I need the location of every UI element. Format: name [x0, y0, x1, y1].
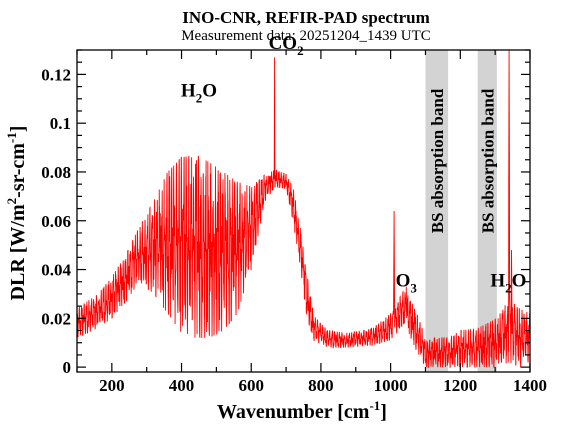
x-axis-label: Wavenumber [cm-1] [217, 398, 387, 423]
y-tick-label: 0.08 [41, 163, 71, 182]
band-label-1: BS absorption band [428, 88, 447, 233]
annotation-h2o-4: H2O [490, 271, 526, 296]
y-tick-label: 0.1 [50, 114, 71, 133]
x-tick-label: 1200 [443, 376, 477, 395]
band-label-2: BS absorption band [478, 88, 497, 233]
annotation-co2-2: CO2 [269, 33, 304, 58]
y-ticks: 0 0.02 0.04 0.06 0.08 0.1 0.12 [41, 49, 530, 377]
y-axis-label: DLR [W/m2-sr-cm-1] [4, 126, 29, 301]
shaded-band-2 [477, 50, 497, 372]
x-tick-label: 400 [169, 376, 195, 395]
shaded-band-1 [425, 50, 449, 372]
x-tick-label: 200 [99, 376, 125, 395]
x-ticks: 200 400 600 800 1000 1200 1400 [76, 50, 547, 395]
chart-subtitle: Measurement data: 20251204_1439 UTC [181, 28, 431, 44]
x-tick-label: 1400 [513, 376, 547, 395]
spectrum-line [76, 49, 531, 368]
shaded-bands: BS absorption band BS absorption band [425, 50, 497, 372]
y-tick-label: 0.06 [41, 212, 71, 231]
spectrum-series [76, 49, 531, 368]
y-tick-label: 0.02 [41, 309, 71, 328]
axes [76, 49, 531, 373]
chart-title: INO-CNR, REFIR-PAD spectrum [182, 8, 430, 27]
x-tick-label: 800 [308, 376, 334, 395]
annotation-o3-3: O3 [396, 271, 418, 296]
y-tick-label: 0.12 [41, 65, 71, 84]
x-tick-label: 600 [238, 376, 264, 395]
y-tick-label: 0.04 [41, 261, 71, 280]
annotations: H2O CO2 O3 H2O [181, 33, 526, 296]
annotation-h2o-1: H2O [181, 80, 217, 105]
x-tick-label: 1000 [374, 376, 408, 395]
y-tick-label: 0 [63, 358, 72, 377]
plot-frame [76, 49, 531, 373]
